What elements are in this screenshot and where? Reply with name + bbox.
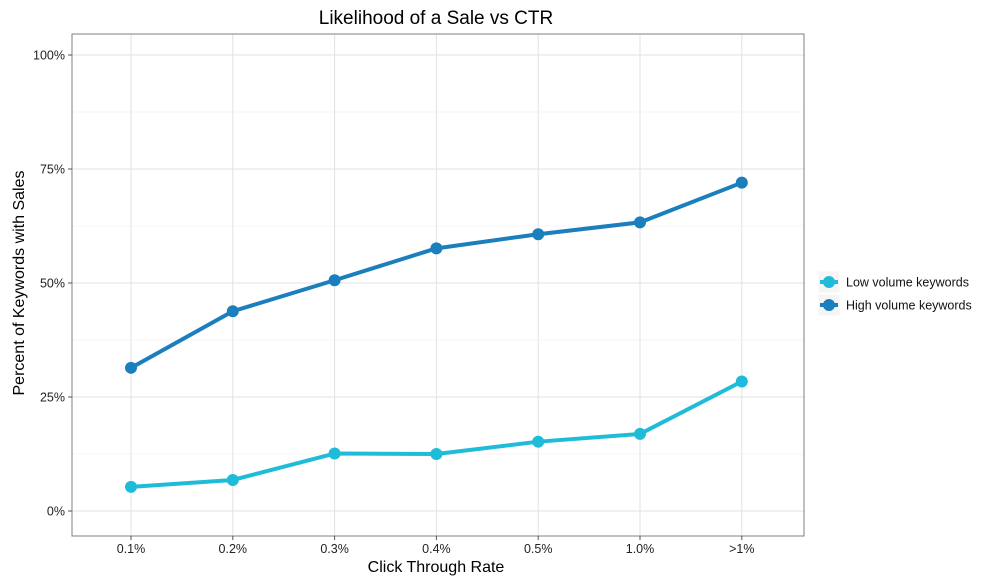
data-point — [328, 274, 341, 287]
data-point — [532, 435, 545, 448]
x-axis-title: Click Through Rate — [368, 559, 505, 576]
y-tick-label: 75% — [40, 163, 65, 177]
data-point — [226, 473, 239, 486]
x-tick-label: >1% — [729, 542, 754, 556]
legend-item: Low volume keywords — [817, 270, 969, 294]
data-point — [735, 375, 748, 388]
series-layer — [125, 176, 748, 493]
y-tick-label: 100% — [33, 49, 65, 63]
y-tick-label: 0% — [47, 505, 65, 519]
x-tick-label: 0.2% — [219, 542, 248, 556]
legend-label: High volume keywords — [846, 299, 972, 313]
plot-border — [71, 33, 805, 537]
x-tick-label: 0.5% — [524, 542, 553, 556]
legend-item: High volume keywords — [817, 293, 972, 317]
x-tick-label: 0.1% — [117, 542, 146, 556]
data-point — [226, 305, 239, 318]
legend-key-point — [823, 276, 835, 288]
series-low-volume — [125, 375, 748, 493]
data-point — [328, 447, 341, 460]
data-point — [125, 480, 137, 493]
data-point — [430, 448, 443, 460]
y-tick-label: 25% — [40, 391, 65, 405]
chart-title: Likelihood of a Sale vs CTR — [319, 8, 553, 29]
data-point — [430, 242, 443, 255]
data-point — [634, 216, 646, 229]
data-point — [532, 228, 545, 241]
legend-label: Low volume keywords — [846, 276, 969, 290]
series-high-volume — [125, 176, 748, 374]
data-point — [634, 427, 646, 440]
legend: Low volume keywords High volume keywords — [817, 270, 972, 317]
y-tick-label: 50% — [40, 277, 65, 291]
legend-key-point — [823, 299, 835, 311]
x-axis: 0.1% 0.2% 0.3% 0.4% 0.5% 1.0% >1% — [117, 536, 754, 556]
x-tick-label: 0.4% — [422, 542, 451, 556]
x-tick-label: 1.0% — [626, 542, 655, 556]
x-tick-label: 0.3% — [320, 542, 349, 556]
data-point — [735, 176, 748, 189]
y-axis-title: Percent of Keywords with Sales — [11, 171, 28, 396]
plot-area — [72, 34, 804, 536]
y-axis: 0% 25% 50% 75% 100% — [33, 49, 72, 519]
data-point — [125, 361, 137, 374]
